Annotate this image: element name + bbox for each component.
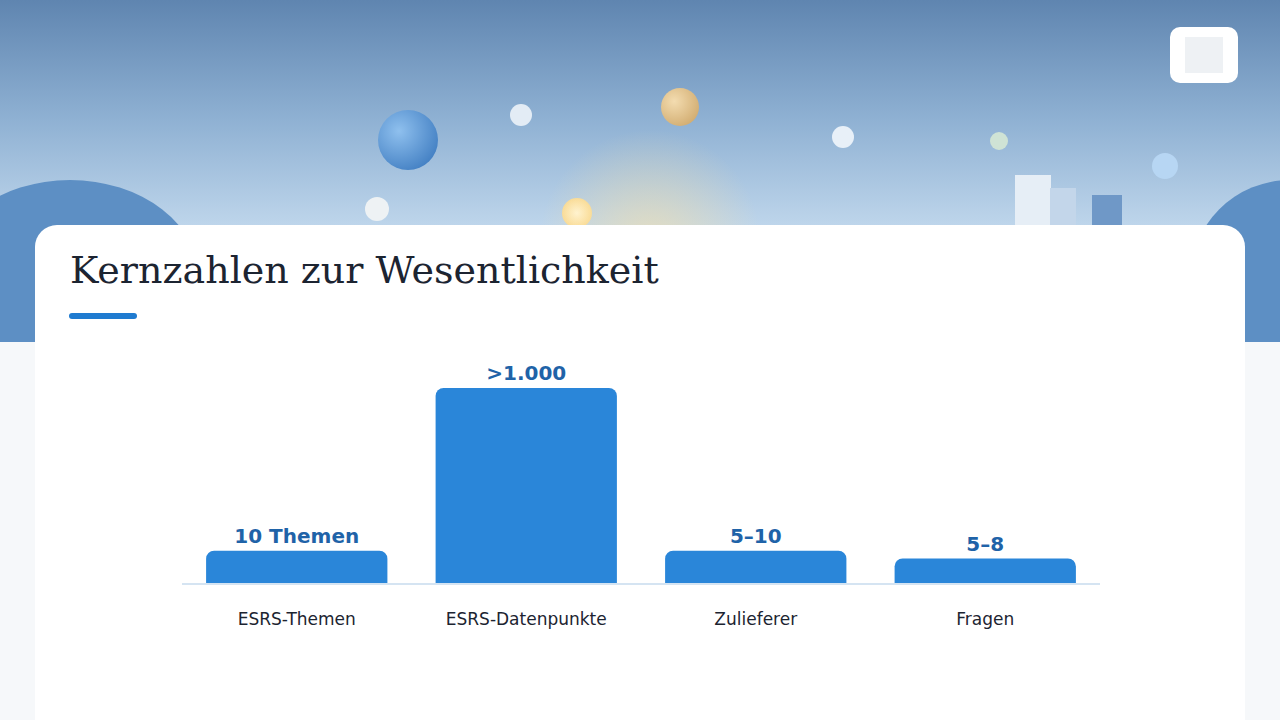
svg-text:Fragen: Fragen	[956, 609, 1014, 629]
svg-text:>1.000: >1.000	[486, 361, 566, 385]
svg-text:10 Themen: 10 Themen	[234, 524, 359, 548]
html-text:Kernzahlen zur Wesentlichkeit: Kernzahlen zur Wesentlichkeit	[70, 248, 659, 292]
svg-text:ESRS-Themen: ESRS-Themen	[238, 609, 356, 629]
svg-text:Zulieferer: Zulieferer	[714, 609, 797, 629]
svg-text:5–10: 5–10	[730, 524, 782, 548]
svg-text:ESRS-Datenpunkte: ESRS-Datenpunkte	[446, 609, 607, 629]
svg-text:5–8: 5–8	[966, 532, 1004, 556]
